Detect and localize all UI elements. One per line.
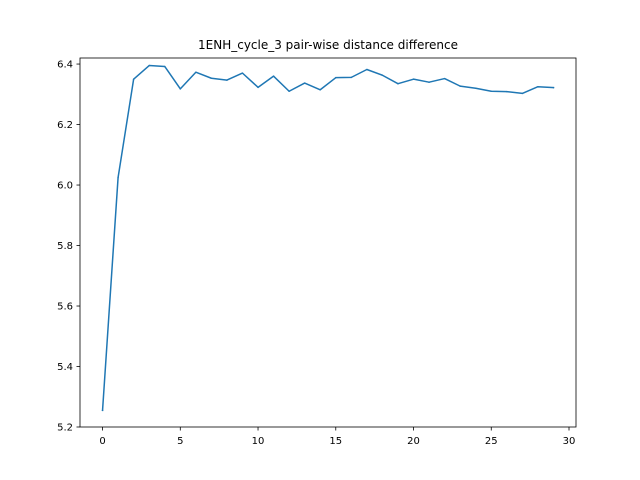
y-tick-label: 5.8 (57, 241, 73, 252)
data-point (474, 87, 477, 89)
data-point (319, 89, 321, 91)
x-tick-label: 5 (177, 436, 183, 447)
data-point (148, 64, 150, 67)
data-point (303, 82, 306, 84)
y-axis: 5.2 5.4 5.6 5.8 6.0 6.2 6.4 (57, 60, 80, 434)
data-point (412, 78, 415, 80)
data-point (552, 86, 555, 89)
y-tick-label: 5.2 (57, 423, 73, 434)
data-point (195, 71, 197, 73)
x-tick-label: 20 (407, 436, 420, 447)
y-tick-label: 6.4 (57, 60, 73, 71)
data-point (179, 88, 182, 90)
series-layer (101, 64, 555, 412)
data-point (428, 81, 430, 83)
data-point (506, 90, 508, 93)
data-point (537, 85, 539, 88)
data-point (241, 72, 244, 74)
data-point (257, 86, 259, 89)
x-axis: 0 5 10 15 20 25 30 (99, 427, 575, 447)
data-point (163, 65, 166, 68)
data-point (350, 76, 353, 79)
data-point (335, 76, 337, 79)
data-point (381, 74, 384, 76)
x-tick-label: 0 (99, 436, 105, 447)
y-tick-label: 6.0 (57, 181, 73, 192)
data-point (132, 78, 135, 80)
data-point (366, 68, 368, 71)
data-point (210, 77, 213, 80)
chart-title: 1ENH_cycle_3 pair-wise distance differen… (198, 38, 458, 52)
x-tick-label: 30 (563, 436, 576, 447)
data-point (272, 75, 275, 77)
plot-area (79, 57, 577, 428)
data-point (288, 90, 290, 93)
data-point (226, 79, 228, 81)
y-tick-label: 5.6 (57, 302, 73, 313)
x-tick-label: 10 (252, 436, 265, 447)
y-tick-label: 6.2 (57, 120, 73, 131)
data-point (521, 92, 524, 95)
data-point (490, 90, 493, 93)
series-line (101, 64, 555, 412)
x-tick-label: 25 (485, 436, 498, 447)
data-point (101, 409, 104, 412)
y-tick-label: 5.4 (57, 362, 73, 373)
data-point (397, 82, 399, 85)
data-point (459, 85, 461, 87)
data-point (117, 176, 119, 179)
data-point (443, 77, 446, 80)
x-tick-label: 15 (329, 436, 342, 447)
plot-frame (79, 57, 577, 428)
